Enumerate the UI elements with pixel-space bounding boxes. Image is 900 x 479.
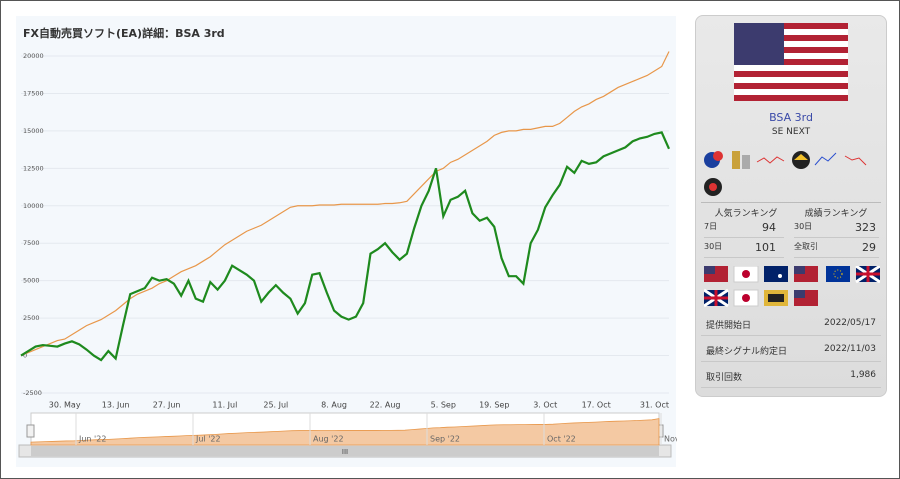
chart-panel xyxy=(16,16,676,467)
company: SE NEXT xyxy=(771,127,811,137)
ea-name[interactable]: BSA 3rd xyxy=(769,111,813,124)
x-tick-label: 11. Jul xyxy=(212,401,237,410)
info-label: 提供開始日 xyxy=(706,321,752,331)
y-tick-label: 7500 xyxy=(23,239,40,247)
navigator-label: Sep '22 xyxy=(430,435,460,444)
y-tick-label: -2500 xyxy=(23,389,42,397)
nav-handle[interactable] xyxy=(26,424,35,438)
chart-title: FX自動売買ソフト(EA)詳細：BSA 3rd xyxy=(23,26,225,40)
y-tick-label: 10000 xyxy=(23,202,44,210)
navigator-label: Aug '22 xyxy=(313,435,344,444)
rank-label: 30日 xyxy=(704,242,723,251)
info-value: 2022/05/17 xyxy=(824,318,876,328)
y-tick-label: 20000 xyxy=(23,52,44,60)
divider xyxy=(794,237,879,238)
icons xyxy=(704,151,867,196)
x-tick-label: 27. Jun xyxy=(153,401,181,410)
sidebar: BSA 3rd SE NEXT 人気ランキング 成績ランキング 7日 94 30日 1… xyxy=(695,15,887,397)
y-tick-label: 5000 xyxy=(23,277,40,285)
series-line xyxy=(20,131,671,362)
divider xyxy=(704,237,784,238)
flag-image xyxy=(734,23,848,101)
y-tick-label: 15000 xyxy=(23,127,44,135)
x-tick-label: 31. Oct xyxy=(640,401,669,410)
navigator-label: Jul '22 xyxy=(195,435,221,444)
x-tick-label: 17. Oct xyxy=(582,401,611,410)
divider xyxy=(701,387,881,388)
rank-value: 101 xyxy=(755,241,776,254)
y-tick-label: 12500 xyxy=(23,164,44,172)
x-tick-label: 5. Sep xyxy=(431,401,456,410)
x-tick-label: 3. Oct xyxy=(533,401,557,410)
divider xyxy=(704,257,784,258)
info-label: 取引回数 xyxy=(706,373,743,383)
rank-label: 7日 xyxy=(704,222,718,231)
x-tick-label: 8. Aug xyxy=(321,401,347,410)
y-tick-label: 0 xyxy=(23,352,27,360)
x-tick-label: 19. Sep xyxy=(479,401,509,410)
navigator-label: Nov '22 xyxy=(664,435,677,444)
navigator-area xyxy=(30,418,660,446)
y-tick-label: 17500 xyxy=(23,89,44,97)
x-tick-label: 22. Aug xyxy=(370,401,401,410)
info-label: 最終シグナル約定日 xyxy=(706,347,788,357)
chart: FX自動売買ソフト(EA)詳細：BSA 3rd -2500 0 2500 5000 75… xyxy=(16,16,677,467)
rank-value: 94 xyxy=(762,221,776,234)
currency-flags xyxy=(704,266,880,308)
scrollbar-thumb[interactable] xyxy=(31,446,659,456)
x-tick-label: 30. May xyxy=(49,401,81,410)
divider xyxy=(701,361,881,362)
x-tick-label: 25. Jul xyxy=(263,401,288,410)
scroll-grip: III xyxy=(342,448,348,456)
navigator: III Jun '22 Jul '22 Aug '22 Sep '22 Oct '22 N… xyxy=(18,412,677,458)
rank-title: 人気ランキング xyxy=(714,209,778,219)
navigator-label: Jun '22 xyxy=(78,435,106,444)
divider xyxy=(701,335,881,336)
rank-label: 全取引 xyxy=(794,242,818,251)
info-value: 1,986 xyxy=(850,370,876,380)
y-tick-label: 2500 xyxy=(23,314,40,322)
rank-label: 30日 xyxy=(794,222,813,231)
rank-value: 29 xyxy=(862,241,876,254)
divider xyxy=(794,257,879,258)
navigator-label: Oct '22 xyxy=(547,435,576,444)
rank-value: 323 xyxy=(855,221,876,234)
info-value: 2022/11/03 xyxy=(824,344,876,354)
x-tick-label: 13. Jun xyxy=(102,401,130,410)
rank-title: 成績ランキング xyxy=(804,209,868,219)
